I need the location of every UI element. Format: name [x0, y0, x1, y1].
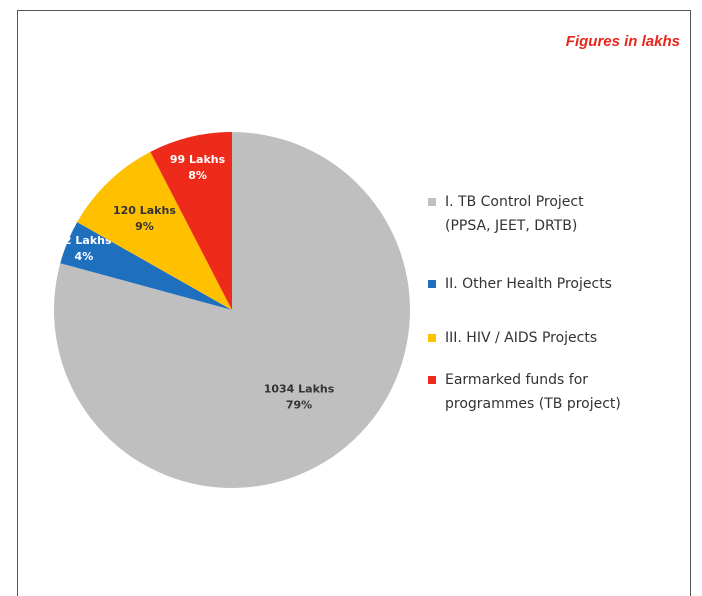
chart-subtitle: Figures in lakhs [565, 33, 680, 50]
legend-label: I. TB Control Project (PPSA, JEET, DRTB) [445, 194, 584, 234]
slice-value-label: 120 Lakhs [113, 204, 176, 217]
slice-value-label: 99 Lakhs [170, 153, 226, 166]
slice-percent-label: 79% [286, 399, 312, 412]
pie-slice [53, 132, 410, 489]
legend-label: Earmarked funds for programmes (TB proje… [445, 372, 621, 412]
legend-swatch [428, 198, 436, 206]
legend-swatch [428, 334, 436, 342]
legend-label: II. Other Health Projects [445, 276, 612, 292]
pie-slice [77, 151, 232, 310]
legend-swatch [428, 280, 436, 288]
slice-percent-label: 8% [188, 169, 207, 182]
slice-percent-label: 4% [75, 250, 94, 263]
pie-slice [60, 222, 232, 310]
legend-item: III. HIV / AIDS Projects [428, 326, 648, 350]
slice-value-label: 1034 Lakhs [264, 383, 335, 396]
legend-item: II. Other Health Projects [428, 272, 648, 296]
legend-item: I. TB Control Project (PPSA, JEET, DRTB) [428, 190, 648, 238]
chart-frame [17, 10, 691, 596]
slice-percent-label: 9% [135, 220, 154, 233]
slice-value-label: 52 Lakhs [56, 234, 112, 247]
legend-label: III. HIV / AIDS Projects [445, 330, 598, 346]
legend-item: Earmarked funds for programmes (TB proje… [428, 368, 648, 416]
pie-slice [150, 132, 232, 310]
legend-swatch [428, 376, 436, 384]
